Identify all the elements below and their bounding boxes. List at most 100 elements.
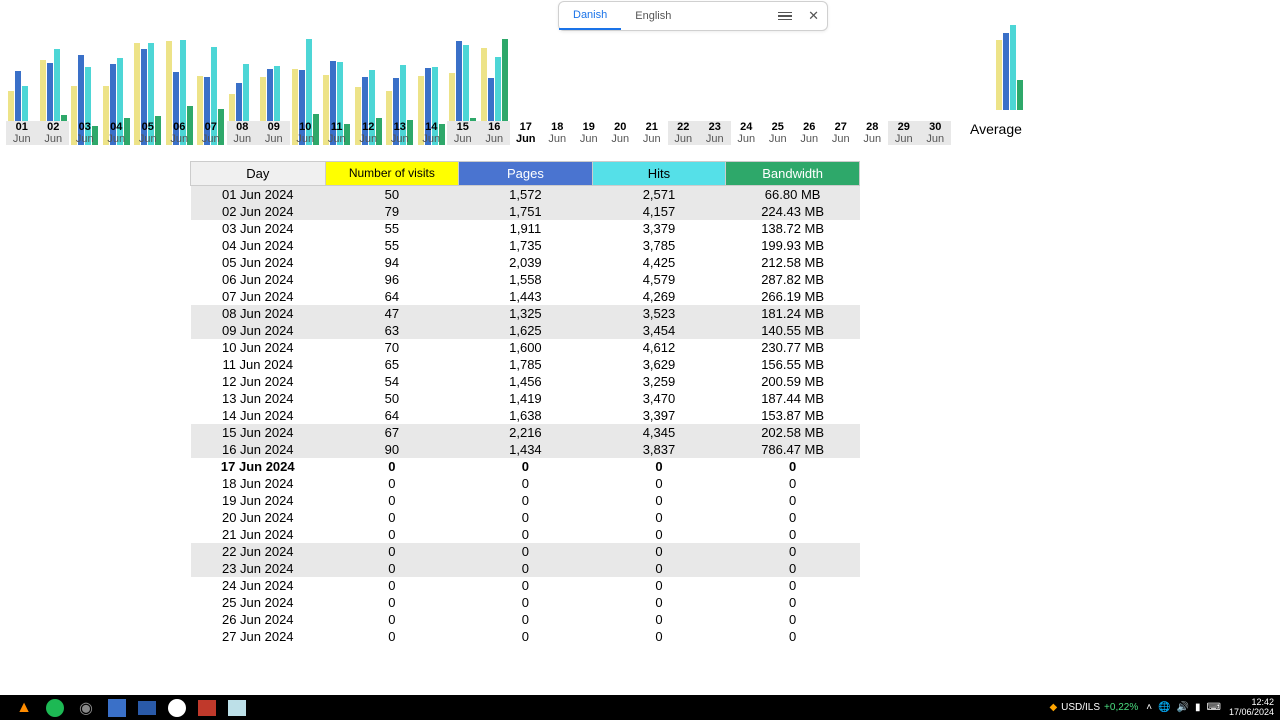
tray-network-icon[interactable]: 🌐	[1158, 702, 1170, 713]
translate-tab-english[interactable]: English	[621, 2, 685, 30]
cell: 79	[325, 203, 459, 220]
avg-bar-pages	[1003, 33, 1009, 110]
cell: 4,157	[592, 203, 726, 220]
cell: 140.55 MB	[726, 322, 860, 339]
cell: 1,456	[459, 373, 593, 390]
axis-label: 26Jun	[794, 121, 826, 145]
cell: 64	[325, 407, 459, 424]
axis-label: 13Jun	[384, 121, 416, 145]
table-row: 10 Jun 2024701,6004,612230.77 MB	[191, 339, 860, 356]
cell: 55	[325, 220, 459, 237]
table-row: 26 Jun 20240000	[191, 611, 860, 628]
cell: 18 Jun 2024	[191, 475, 326, 492]
axis-label: 03Jun	[69, 121, 101, 145]
cell: 0	[325, 611, 459, 628]
cell: 0	[325, 628, 459, 645]
cell: 63	[325, 322, 459, 339]
cell: 202.58 MB	[726, 424, 860, 441]
avg-bar-hits	[1010, 25, 1016, 110]
cell: 1,443	[459, 288, 593, 305]
cell: 0	[459, 492, 593, 509]
tray-chevron-icon[interactable]: ˄	[1146, 702, 1152, 713]
table-row: 17 Jun 20240000	[191, 458, 860, 475]
cell: 0	[325, 492, 459, 509]
cell: 4,425	[592, 254, 726, 271]
cell: 0	[459, 458, 593, 475]
tray-volume-icon[interactable]: 🔊	[1177, 702, 1189, 713]
translate-menu-icon[interactable]	[770, 12, 800, 21]
cell: 20 Jun 2024	[191, 509, 326, 526]
cell: 2,571	[592, 186, 726, 204]
cell: 11 Jun 2024	[191, 356, 326, 373]
cell: 3,629	[592, 356, 726, 373]
table-row: 05 Jun 2024942,0394,425212.58 MB	[191, 254, 860, 271]
cell: 0	[459, 526, 593, 543]
cell: 0	[726, 543, 860, 560]
cell: 0	[592, 560, 726, 577]
cell: 0	[726, 577, 860, 594]
cell: 3,837	[592, 441, 726, 458]
cell: 199.93 MB	[726, 237, 860, 254]
cell: 3,379	[592, 220, 726, 237]
axis-label: 21Jun	[636, 121, 668, 145]
cell: 07 Jun 2024	[191, 288, 326, 305]
table-row: 15 Jun 2024672,2164,345202.58 MB	[191, 424, 860, 441]
taskbar-app-icon[interactable]: ◉	[76, 698, 96, 718]
taskbar-spotify-icon[interactable]	[46, 699, 64, 717]
axis-label: 28Jun	[857, 121, 889, 145]
cell: 0	[726, 526, 860, 543]
translate-close-icon[interactable]: ✕	[800, 8, 827, 24]
table-row: 23 Jun 20240000	[191, 560, 860, 577]
taskbar-app6-icon[interactable]	[228, 700, 246, 716]
axis-label: 05Jun	[132, 121, 164, 145]
cell: 13 Jun 2024	[191, 390, 326, 407]
cell: 1,434	[459, 441, 593, 458]
taskbar-vlc-icon[interactable]: ▲	[14, 698, 34, 718]
cell: 64	[325, 288, 459, 305]
avg-bar-bandwidth	[1017, 80, 1023, 110]
cell: 200.59 MB	[726, 373, 860, 390]
translate-tab-danish[interactable]: Danish	[559, 2, 621, 30]
cell: 0	[325, 509, 459, 526]
taskbar-app5-icon[interactable]	[198, 700, 216, 716]
table-row: 12 Jun 2024541,4563,259200.59 MB	[191, 373, 860, 390]
clock[interactable]: 12:42 17/06/2024	[1229, 698, 1276, 718]
axis-label: 29Jun	[888, 121, 920, 145]
ticker[interactable]: ◆ USD/ILS +0,22%	[1049, 702, 1138, 713]
cell: 0	[459, 611, 593, 628]
cell: 27 Jun 2024	[191, 628, 326, 645]
table-row: 07 Jun 2024641,4434,269266.19 MB	[191, 288, 860, 305]
cell: 0	[726, 628, 860, 645]
table-row: 08 Jun 2024471,3253,523181.24 MB	[191, 305, 860, 322]
cell: 23 Jun 2024	[191, 560, 326, 577]
cell: 156.55 MB	[726, 356, 860, 373]
table-row: 16 Jun 2024901,4343,837786.47 MB	[191, 441, 860, 458]
cell: 0	[325, 526, 459, 543]
axis-label: 18Jun	[542, 121, 574, 145]
cell: 94	[325, 254, 459, 271]
table-row: 18 Jun 20240000	[191, 475, 860, 492]
cell: 0	[459, 475, 593, 492]
table-row: 06 Jun 2024961,5584,579287.82 MB	[191, 271, 860, 288]
cell: 0	[592, 526, 726, 543]
taskbar-app4-icon[interactable]	[168, 699, 186, 717]
cell: 1,558	[459, 271, 593, 288]
tray-lang-icon[interactable]: ⌨	[1207, 702, 1221, 713]
cell: 02 Jun 2024	[191, 203, 326, 220]
cell: 1,911	[459, 220, 593, 237]
cell: 230.77 MB	[726, 339, 860, 356]
cell: 287.82 MB	[726, 271, 860, 288]
taskbar-app2-icon[interactable]	[108, 699, 126, 717]
stats-table-wrap: Day Number of visits Pages Hits Bandwidt…	[190, 161, 860, 645]
taskbar-app3-icon[interactable]	[138, 701, 156, 715]
cell: 0	[726, 492, 860, 509]
tray-battery-icon[interactable]: ▮	[1195, 702, 1201, 713]
cell: 1,735	[459, 237, 593, 254]
cell: 47	[325, 305, 459, 322]
main-content: Danish English ✕ 01Jun02Jun03Jun04Jun05J…	[0, 0, 1280, 695]
cell: 50	[325, 390, 459, 407]
axis-label: 04Jun	[101, 121, 133, 145]
cell: 266.19 MB	[726, 288, 860, 305]
cell: 212.58 MB	[726, 254, 860, 271]
cell: 90	[325, 441, 459, 458]
